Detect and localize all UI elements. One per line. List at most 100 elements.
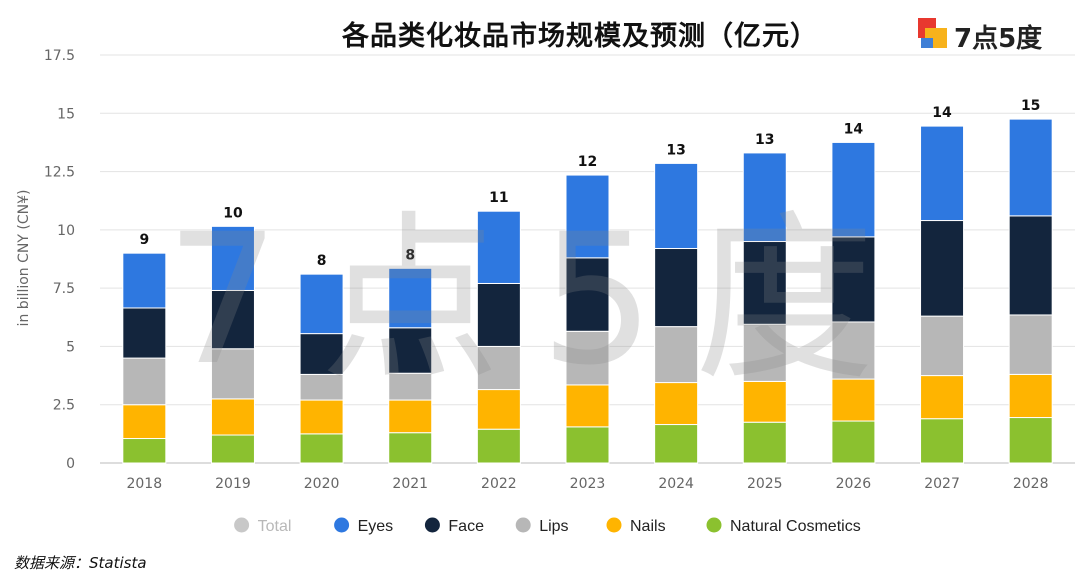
legend-label: Natural Cosmetics: [730, 518, 861, 535]
bar-segment-eyes: [388, 267, 433, 329]
x-tick-label: 2018: [126, 476, 162, 492]
bar-segment-nails: [831, 378, 876, 422]
legend-item-eyes: Eyes: [334, 517, 394, 535]
bar-segment-nails: [299, 399, 344, 435]
bar-segment-eyes: [476, 210, 521, 284]
legend-marker: [424, 517, 440, 533]
bar-segment-natural-cosmetics: [210, 434, 255, 464]
bar-segment-nails: [476, 389, 521, 430]
bar-segment-lips: [831, 321, 876, 380]
logo-blue-square: [921, 38, 933, 48]
total-label: 15: [1021, 98, 1040, 114]
legend-marker: [515, 517, 531, 533]
bar-segment-natural-cosmetics: [920, 418, 965, 464]
total-label: 13: [755, 132, 774, 148]
bar-segment-lips: [1008, 314, 1053, 375]
bar-segment-face: [1008, 215, 1053, 316]
x-tick-label: 2028: [1013, 476, 1049, 492]
bar-segment-face: [831, 236, 876, 323]
legend-label: Lips: [539, 518, 568, 535]
bar-segment-face: [476, 282, 521, 347]
bar-segment-lips: [476, 345, 521, 391]
bar-segment-natural-cosmetics: [299, 433, 344, 464]
bar-segment-lips: [388, 372, 433, 401]
legend: Total Eyes Face Lips Nails Natural Cosmetics: [234, 517, 861, 535]
y-axis-label: in billion CNY (CN¥): [16, 190, 32, 327]
bar-segment-eyes: [122, 252, 167, 309]
y-tick-label: 17.5: [44, 48, 75, 64]
bar-segment-natural-cosmetics: [654, 424, 699, 464]
bar-segment-nails: [388, 399, 433, 434]
y-tick-label: 7.5: [53, 281, 75, 297]
y-tick-label: 15: [57, 106, 75, 122]
x-tick-label: 2021: [392, 476, 428, 492]
bar-segment-face: [299, 333, 344, 375]
y-tick-label: 5: [66, 339, 75, 355]
total-label: 9: [139, 232, 149, 248]
legend-label: Total: [258, 518, 292, 535]
watermark-text: 7点5度: [165, 196, 914, 405]
total-label: 10: [223, 205, 243, 221]
bar-segment-nails: [565, 384, 610, 428]
chart-title: 各品类化妆品市场规模及预测（亿元）: [342, 21, 818, 52]
total-label: 11: [489, 190, 508, 206]
legend-label: Eyes: [358, 518, 394, 535]
bar-segment-natural-cosmetics: [831, 420, 876, 464]
legend-item-total: Total: [234, 517, 292, 535]
bar-segment-lips: [299, 373, 344, 401]
legend-item-natural-cosmetics: Natural Cosmetics: [706, 517, 861, 535]
x-tick-label: 2020: [304, 476, 340, 492]
bar-segment-nails: [920, 375, 965, 420]
total-labels: 9 10 8 8 11 12 13 13 14 14 15: [139, 98, 1040, 269]
bar-segment-natural-cosmetics: [388, 432, 433, 464]
bar-segment-nails: [210, 398, 255, 436]
total-label: 14: [844, 121, 864, 137]
bar-segment-lips: [742, 323, 787, 382]
bar-segment-eyes: [299, 273, 344, 335]
bar-segment-nails: [122, 404, 167, 440]
legend-label: Nails: [630, 518, 666, 535]
total-label: 14: [932, 105, 952, 121]
bar-segment-nails: [1008, 373, 1053, 419]
x-tick-label: 2026: [836, 476, 872, 492]
legend-marker: [706, 517, 722, 533]
bar-segment-lips: [122, 357, 167, 406]
total-label: 8: [405, 247, 415, 263]
y-axis-ticks: 0 2.5 5 7.5 10 12.5 15 17.5: [44, 48, 75, 472]
bar-segment-face: [565, 257, 610, 332]
source-note: 数据来源：Statista: [14, 554, 147, 572]
bar-segment-lips: [654, 326, 699, 384]
legend-label: Face: [448, 518, 484, 535]
x-tick-label: 2019: [215, 476, 251, 492]
bar-segment-face: [388, 327, 433, 374]
x-tick-label: 2024: [658, 476, 694, 492]
bar-segment-eyes: [565, 174, 610, 259]
bar-segment-face: [122, 307, 167, 359]
legend-item-face: Face: [424, 517, 484, 535]
bar-segment-natural-cosmetics: [742, 421, 787, 464]
bar-segment-lips: [920, 315, 965, 377]
logo-text: 7点5度: [954, 24, 1043, 54]
bar-segment-face: [920, 220, 965, 317]
brand-logo: 7点5度: [918, 16, 1068, 56]
legend-item-lips: Lips: [515, 517, 569, 535]
x-tick-label: 2025: [747, 476, 783, 492]
x-tick-label: 2023: [570, 476, 606, 492]
total-label: 13: [666, 142, 685, 158]
bars: [122, 118, 1053, 464]
bar-segment-eyes: [831, 141, 876, 238]
x-tick-label: 2022: [481, 476, 517, 492]
bar-segment-lips: [210, 348, 255, 400]
y-tick-label: 0: [66, 456, 75, 472]
legend-marker: [606, 517, 622, 533]
bar-segment-eyes: [742, 152, 787, 243]
bar-segment-natural-cosmetics: [476, 428, 521, 464]
bar-segment-natural-cosmetics: [122, 438, 167, 464]
bar-segment-eyes: [920, 125, 965, 222]
bar-segment-eyes: [210, 225, 255, 291]
y-tick-label: 10: [57, 223, 75, 239]
bar-segment-natural-cosmetics: [565, 426, 610, 464]
total-label: 12: [578, 154, 597, 170]
legend-item-nails: Nails: [606, 517, 666, 535]
